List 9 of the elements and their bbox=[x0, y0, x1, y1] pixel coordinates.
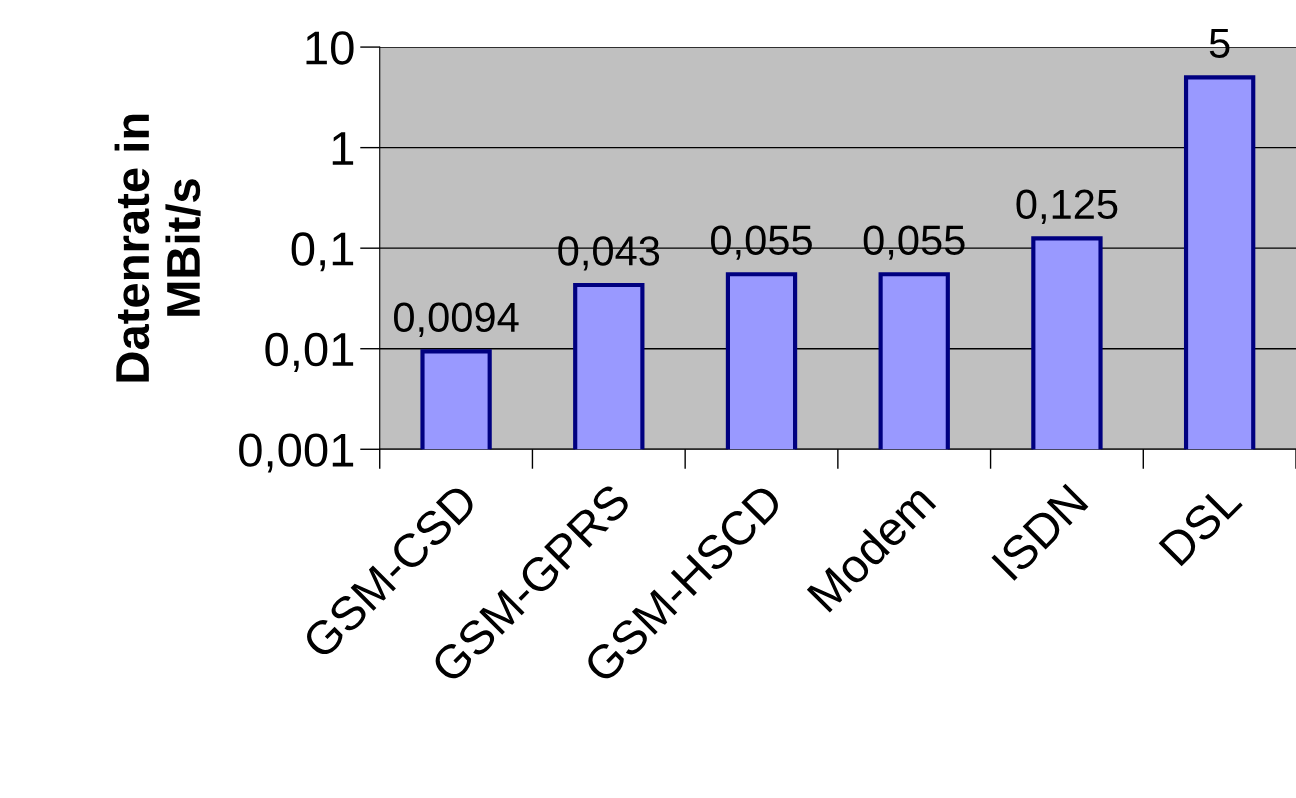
y-axis-title: Datenrate in MBit/s bbox=[114, 114, 201, 382]
y-tick-label: 10 bbox=[306, 31, 354, 65]
y-tick-label: 0,01 bbox=[265, 332, 354, 372]
data-label: 0,125 bbox=[1016, 189, 1118, 225]
y-tick-label: 1 bbox=[332, 132, 354, 165]
y-tick-label: 0,1 bbox=[291, 232, 354, 272]
data-label: 0,0094 bbox=[394, 302, 519, 337]
x-tick-label: DSL bbox=[1158, 481, 1244, 567]
y-tick-label: 0,001 bbox=[239, 433, 354, 473]
